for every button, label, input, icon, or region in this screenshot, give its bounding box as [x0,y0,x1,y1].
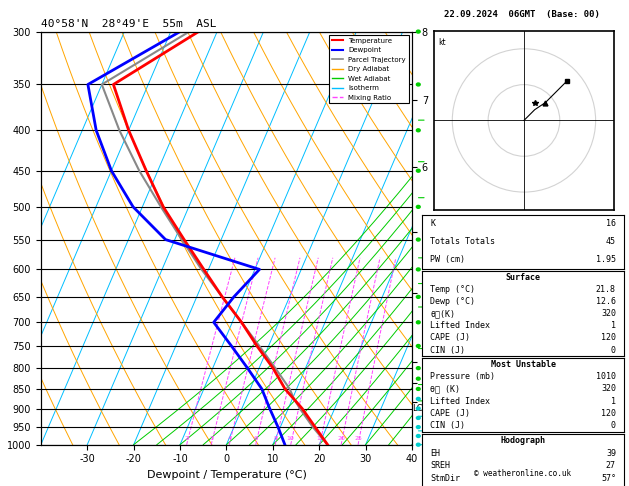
Text: Dewp (°C): Dewp (°C) [430,297,475,306]
Text: 0: 0 [611,346,616,355]
Text: 0: 0 [611,421,616,430]
Text: 6: 6 [253,436,258,441]
Text: 57°: 57° [601,474,616,483]
Text: Surface: Surface [506,273,540,282]
Text: 8: 8 [273,436,277,441]
Text: Pressure (mb): Pressure (mb) [430,372,495,381]
Y-axis label: hPa: hPa [0,228,1,248]
Text: © weatheronline.co.uk: © weatheronline.co.uk [474,469,571,478]
Text: EH: EH [430,449,440,457]
Text: 15: 15 [316,436,324,441]
Text: 1: 1 [611,321,616,330]
Text: Temp (°C): Temp (°C) [430,285,475,294]
Text: θᴇ(K): θᴇ(K) [430,309,455,318]
Y-axis label: km
ASL: km ASL [440,238,455,258]
Text: 25: 25 [354,436,362,441]
Text: 21.8: 21.8 [596,285,616,294]
Legend: Temperature, Dewpoint, Parcel Trajectory, Dry Adiabat, Wet Adiabat, Isotherm, Mi: Temperature, Dewpoint, Parcel Trajectory… [330,35,408,104]
Text: 40°58'N  28°49'E  55m  ASL: 40°58'N 28°49'E 55m ASL [41,19,216,30]
Text: 16: 16 [606,219,616,228]
Text: LCL: LCL [412,403,427,413]
Text: 10: 10 [287,436,294,441]
Text: 22.09.2024  06GMT  (Base: 00): 22.09.2024 06GMT (Base: 00) [445,10,600,19]
Text: StmDir: StmDir [430,474,460,483]
Text: Lifted Index: Lifted Index [430,397,490,406]
Text: CIN (J): CIN (J) [430,346,465,355]
Text: Hodograph: Hodograph [501,436,545,445]
Text: 2: 2 [185,436,189,441]
Text: 4: 4 [227,436,231,441]
Text: K: K [430,219,435,228]
Text: 1.95: 1.95 [596,255,616,264]
Text: 120: 120 [601,409,616,418]
X-axis label: Dewpoint / Temperature (°C): Dewpoint / Temperature (°C) [147,470,306,480]
Text: SREH: SREH [430,461,450,470]
Text: 1: 1 [611,397,616,406]
Text: CAPE (J): CAPE (J) [430,333,470,343]
Text: CIN (J): CIN (J) [430,421,465,430]
Text: 39: 39 [606,449,616,457]
Text: 20: 20 [337,436,345,441]
Text: 45: 45 [606,237,616,246]
Text: 12.6: 12.6 [596,297,616,306]
Text: kt: kt [438,38,445,47]
Text: Totals Totals: Totals Totals [430,237,495,246]
Text: 1010: 1010 [596,372,616,381]
Text: Most Unstable: Most Unstable [491,360,555,369]
Text: θᴇ (K): θᴇ (K) [430,384,460,394]
Text: 320: 320 [601,309,616,318]
Text: 320: 320 [601,384,616,394]
Text: CAPE (J): CAPE (J) [430,409,470,418]
Text: PW (cm): PW (cm) [430,255,465,264]
Text: 3: 3 [209,436,213,441]
Text: Lifted Index: Lifted Index [430,321,490,330]
Text: 27: 27 [606,461,616,470]
Text: 120: 120 [601,333,616,343]
